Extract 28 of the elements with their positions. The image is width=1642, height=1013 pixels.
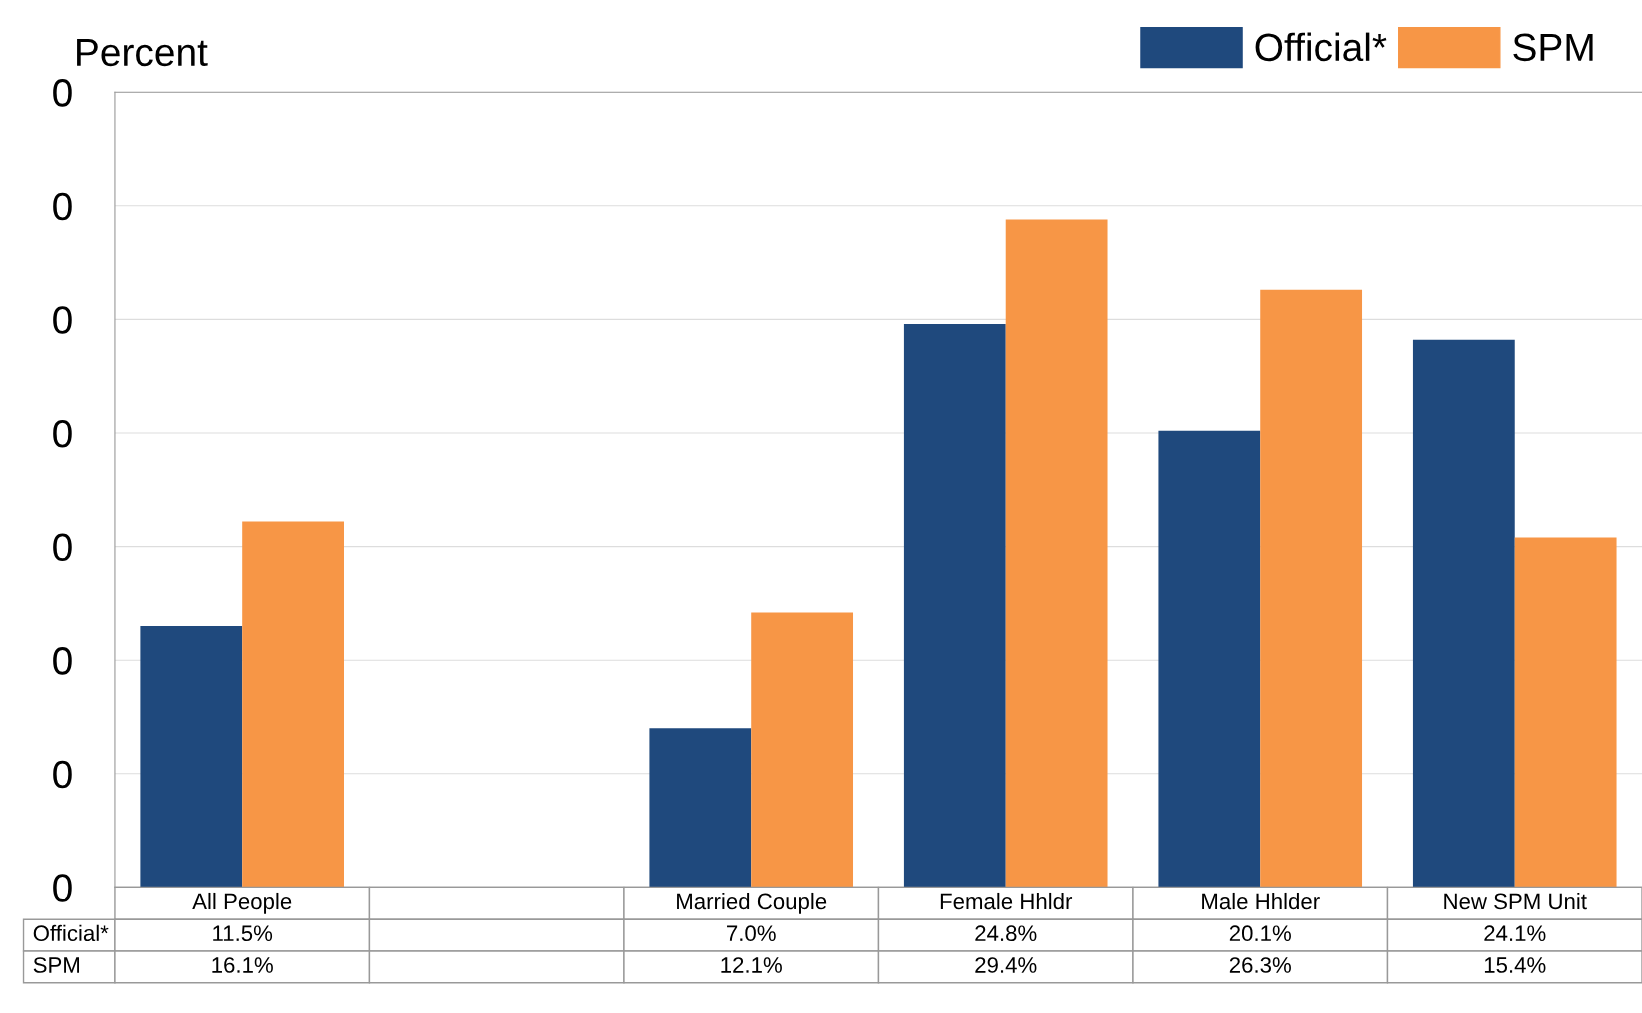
- text: SPM: [33, 957, 79, 973]
- data-label: 12.1%: [721, 957, 782, 973]
- text: Official*: [33, 924, 109, 942]
- data-label: 26.3%: [1229, 957, 1291, 973]
- data-label: 20.1%: [1229, 925, 1291, 942]
- text: 0: [53, 419, 72, 448]
- data-label: 24.1%: [1484, 925, 1546, 941]
- data-label: 29.4%: [975, 957, 1037, 973]
- legend-label: SPM: [1513, 33, 1593, 62]
- text: 0: [53, 533, 72, 562]
- data-label: 16.1%: [212, 957, 273, 973]
- data-label: 24.8%: [975, 925, 1037, 942]
- x-tick-label: Male Hhlder: [1202, 892, 1320, 910]
- data-label: 15.4%: [1484, 957, 1546, 973]
- x-tick-label: New SPM Unit: [1444, 892, 1587, 910]
- y-axis-title: Percent: [77, 39, 208, 67]
- text: 0: [53, 306, 72, 334]
- x-tick-label: All People: [192, 892, 292, 914]
- x-tick-label: Married Couple: [677, 892, 827, 914]
- legend-label: Official*: [1255, 32, 1387, 62]
- text: 0: [53, 874, 72, 902]
- text: 0: [53, 192, 72, 221]
- data-label: 7.0%: [727, 925, 776, 942]
- text: 0: [53, 760, 72, 789]
- text: 0: [53, 79, 72, 107]
- text: 0: [53, 647, 72, 675]
- data-label: 11.5%: [213, 925, 273, 942]
- x-tick-label: Female Hhldr: [940, 892, 1073, 910]
